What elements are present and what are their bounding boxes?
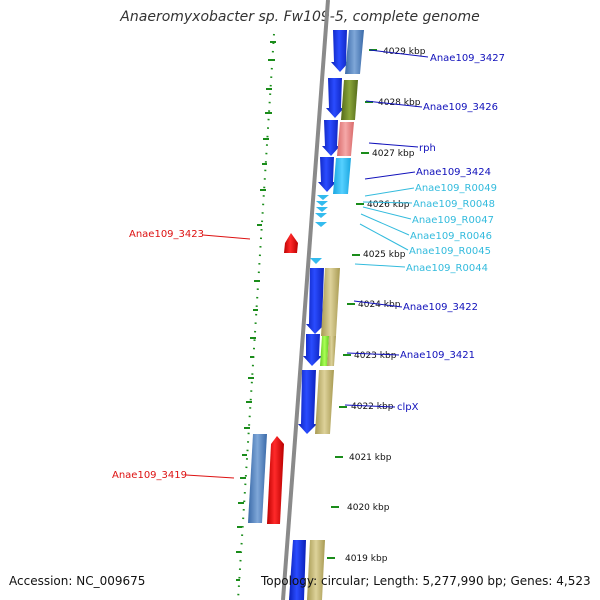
cog-box-3421-b bbox=[327, 336, 336, 366]
label-leaders bbox=[185, 49, 429, 479]
cds-anae109-3419[interactable] bbox=[267, 436, 284, 524]
cds-bottom-forward[interactable] bbox=[289, 540, 306, 600]
gene-label-anae109-r0048[interactable]: Anae109_R0048 bbox=[413, 199, 495, 210]
rna-anae109-r0045[interactable] bbox=[315, 222, 327, 227]
genome-backbone bbox=[281, 0, 330, 600]
gene-label-anae109-r0047[interactable]: Anae109_R0047 bbox=[412, 215, 494, 226]
cog-box-3426 bbox=[341, 80, 358, 120]
cds-anae109-3424[interactable] bbox=[318, 157, 336, 192]
scale-label: 4021 kbp bbox=[349, 453, 392, 463]
gene-label-anae109-3419[interactable]: Anae109_3419 bbox=[112, 470, 187, 481]
scale-label: 4022 kbp bbox=[351, 402, 394, 412]
gene-label-anae109-r0049[interactable]: Anae109_R0049 bbox=[415, 183, 497, 194]
genome-stats: Topology: circular; Length: 5,277,990 bp… bbox=[261, 574, 591, 588]
gene-label-anae109-3423[interactable]: Anae109_3423 bbox=[129, 229, 204, 240]
cog-box-clpx bbox=[315, 370, 334, 434]
gene-label-anae109-r0046[interactable]: Anae109_R0046 bbox=[410, 231, 492, 242]
scale-label: 4019 kbp bbox=[345, 554, 388, 564]
gene-label-anae109-3424[interactable]: Anae109_3424 bbox=[416, 167, 491, 178]
gene-label-anae109-3426[interactable]: Anae109_3426 bbox=[423, 102, 498, 113]
gene-labels-left: Anae109_3423 Anae109_3419 bbox=[112, 229, 204, 481]
scale-labels: 4029 kbp 4028 kbp 4027 kbp 4026 kbp 4025… bbox=[345, 47, 426, 564]
reverse-cds-track bbox=[248, 233, 298, 524]
cog-box-3424 bbox=[333, 158, 351, 194]
gc-skew-dashes bbox=[236, 41, 276, 581]
rna-anae109-r0044[interactable] bbox=[310, 258, 322, 264]
cds-anae109-3423[interactable] bbox=[284, 233, 298, 253]
cds-anae109-3426[interactable] bbox=[326, 78, 344, 118]
scale-label: 4025 kbp bbox=[363, 250, 406, 260]
rna-anae109-r0047[interactable] bbox=[316, 207, 328, 212]
cog-box-rph bbox=[337, 122, 354, 156]
cog-box-bottom bbox=[307, 540, 325, 600]
cds-anae109-3427[interactable] bbox=[331, 30, 349, 72]
cog-track bbox=[307, 30, 364, 600]
cog-box-3419 bbox=[248, 434, 267, 523]
cds-anae109-3422[interactable] bbox=[306, 268, 325, 334]
rna-anae109-r0049[interactable] bbox=[317, 195, 329, 200]
gene-label-anae109-3422[interactable]: Anae109_3422 bbox=[403, 302, 478, 313]
scale-label: 4020 kbp bbox=[347, 503, 390, 513]
scale-label: 4028 kbp bbox=[378, 98, 421, 108]
cog-box-3427 bbox=[345, 30, 364, 74]
forward-cds-track bbox=[289, 30, 349, 600]
rna-anae109-r0046[interactable] bbox=[315, 213, 327, 218]
scale-label: 4024 kbp bbox=[358, 300, 401, 310]
cds-rph[interactable] bbox=[322, 120, 340, 156]
cds-anae109-3421[interactable] bbox=[303, 334, 322, 366]
accession-label: Accession: NC_009675 bbox=[9, 574, 146, 588]
gene-label-rph[interactable]: rph bbox=[419, 143, 436, 154]
gene-label-anae109-3427[interactable]: Anae109_3427 bbox=[430, 53, 505, 64]
scale-label: 4023 kbp bbox=[354, 351, 397, 361]
gene-label-anae109-r0045[interactable]: Anae109_R0045 bbox=[409, 246, 491, 257]
gc-track-line bbox=[237, 33, 275, 600]
cds-clpx[interactable] bbox=[298, 370, 317, 434]
scale-label: 4029 kbp bbox=[383, 47, 426, 57]
map-title: Anaeromyxobacter sp. Fw109-5, complete g… bbox=[120, 9, 480, 25]
rna-track bbox=[310, 195, 329, 264]
gene-labels-right: Anae109_3427 Anae109_3426 rph Anae109_34… bbox=[397, 53, 505, 413]
gene-label-anae109-r0044[interactable]: Anae109_R0044 bbox=[406, 263, 488, 274]
cog-box-3421-a bbox=[320, 336, 329, 366]
gene-label-anae109-3421[interactable]: Anae109_3421 bbox=[400, 350, 475, 361]
scale-label: 4027 kbp bbox=[372, 149, 415, 159]
scale-label: 4026 kbp bbox=[367, 200, 410, 210]
gene-label-clpx[interactable]: clpX bbox=[397, 402, 419, 413]
cog-box-3422 bbox=[321, 268, 340, 336]
rna-anae109-r0048[interactable] bbox=[316, 201, 328, 206]
